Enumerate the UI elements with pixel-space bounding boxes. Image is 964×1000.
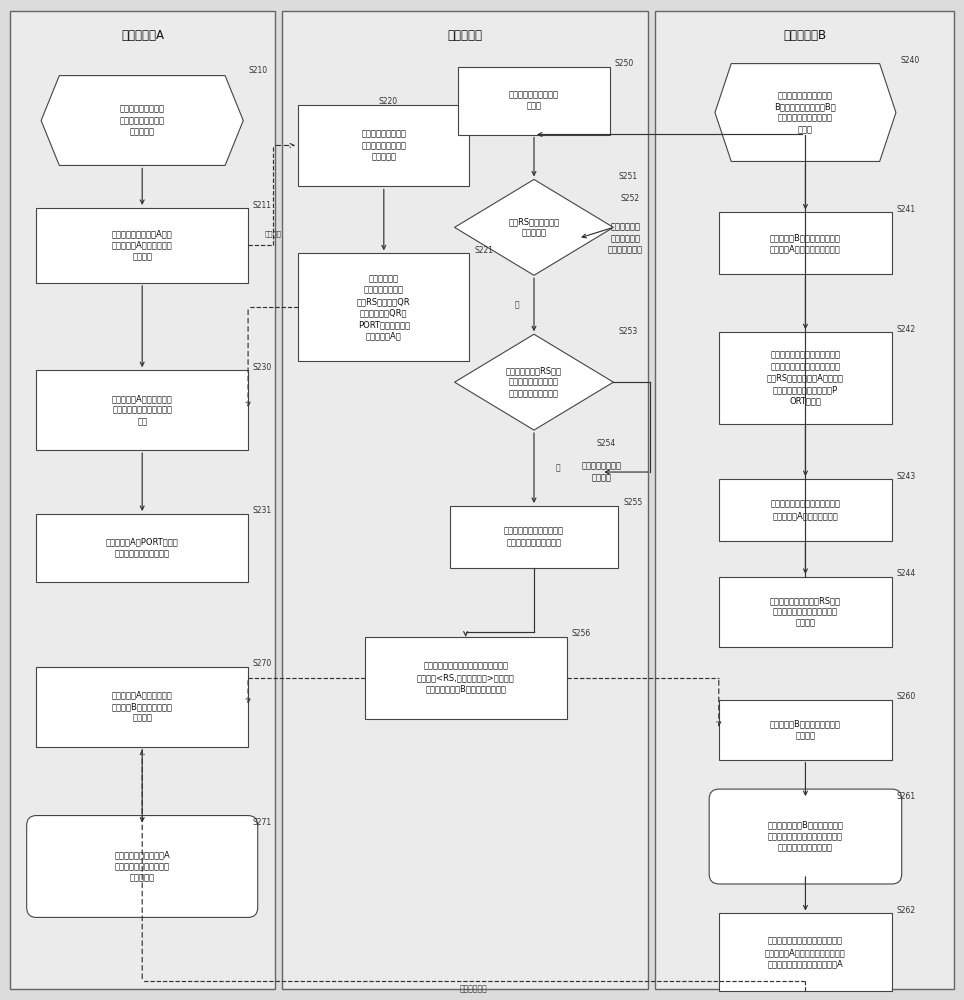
FancyBboxPatch shape [11, 11, 275, 989]
Text: 第二客户端B通过摄像头扫描第
一客户端A上显示的二维码图片: 第二客户端B通过摄像头扫描第 一客户端A上显示的二维码图片 [770, 233, 841, 254]
Text: 第一客户端A接收二维码图
片并在用户登录界面上进行
显示: 第一客户端A接收二维码图 片并在用户登录界面上进行 显示 [112, 394, 173, 426]
Text: 第一客户端A接收并存储第
二客户端B发送的用户登录
会话信息: 第一客户端A接收并存储第 二客户端B发送的用户登录 会话信息 [112, 691, 173, 723]
Text: S270: S270 [253, 659, 272, 668]
FancyBboxPatch shape [719, 212, 892, 274]
Text: 用户以非登录身份访
问服务提供商提供的
某网络服务: 用户以非登录身份访 问服务提供商提供的 某网络服务 [120, 105, 165, 136]
FancyBboxPatch shape [656, 11, 953, 989]
FancyBboxPatch shape [281, 11, 648, 989]
Text: 登陆完成，第一客户端A
将用户重定向至之前访问
的网络服务: 登陆完成，第一客户端A 将用户重定向至之前访问 的网络服务 [115, 851, 170, 882]
Text: 第一客户端A: 第一客户端A [121, 29, 164, 42]
Text: S250: S250 [615, 59, 634, 68]
FancyBboxPatch shape [364, 637, 567, 719]
FancyBboxPatch shape [719, 913, 892, 991]
Polygon shape [455, 334, 613, 430]
FancyBboxPatch shape [37, 370, 248, 450]
Text: S254: S254 [597, 439, 616, 448]
FancyBboxPatch shape [710, 789, 901, 884]
Text: S244: S244 [897, 569, 916, 578]
Text: 如果接收用户登录会话信息，则与
第一客户端A建立网络连接并将用户
登录会话信息发送至第一客户端A: 如果接收用户登录会话信息，则与 第一客户端A建立网络连接并将用户 登录会话信息发… [765, 936, 845, 968]
FancyBboxPatch shape [719, 332, 892, 424]
Text: 如果任一数据
被判断无效，
则返回错误信息: 如果任一数据 被判断无效， 则返回错误信息 [608, 222, 643, 254]
Text: 如果存在，则返回
错误信息: 如果存在，则返回 错误信息 [581, 462, 622, 482]
Text: S252: S252 [621, 194, 640, 203]
Text: S261: S261 [897, 792, 916, 801]
Text: 第一客户端A在PORT端口上
对网络连接请求进行侦听: 第一客户端A在PORT端口上 对网络连接请求进行侦听 [106, 538, 178, 558]
Text: S231: S231 [253, 506, 272, 515]
Text: S271: S271 [253, 818, 272, 827]
Text: 是: 是 [515, 300, 519, 309]
FancyBboxPatch shape [719, 479, 892, 541]
Polygon shape [455, 179, 613, 275]
Text: S242: S242 [897, 325, 916, 334]
Text: 云端服务器接收代理登
录请求: 云端服务器接收代理登 录请求 [509, 90, 559, 111]
Text: S241: S241 [897, 205, 916, 214]
Text: 判断是否存在以RS为索
引，以用户登录会话信
息为值的键值对数据项: 判断是否存在以RS为索 引，以用户登录会话信 息为值的键值对数据项 [506, 366, 562, 398]
Text: 第二客户端B: 第二客户端B [783, 29, 826, 42]
Text: 云端服务器: 云端服务器 [447, 29, 482, 42]
Text: 确定用户以何种用户身份登录在
第一客户端A上所访问的服务: 确定用户以何种用户身份登录在 第一客户端A上所访问的服务 [770, 500, 841, 520]
Polygon shape [41, 76, 243, 165]
Text: S210: S210 [248, 66, 267, 75]
Text: 登录会话信息: 登录会话信息 [460, 985, 488, 994]
FancyBboxPatch shape [298, 253, 469, 361]
Text: S211: S211 [253, 201, 272, 210]
FancyBboxPatch shape [458, 67, 610, 135]
Text: S256: S256 [572, 629, 591, 638]
Text: 如果不存在，则云端服务器
将用户状态置为登录状态: 如果不存在，则云端服务器 将用户状态置为登录状态 [504, 527, 564, 547]
Text: 向云端服务器发送包括RS、用
户身份信息等数据的代理登录
处理请求: 向云端服务器发送包括RS、用 户身份信息等数据的代理登录 处理请求 [770, 596, 841, 628]
Text: S221: S221 [474, 246, 494, 255]
FancyBboxPatch shape [298, 105, 469, 186]
Text: S251: S251 [618, 172, 637, 181]
FancyBboxPatch shape [719, 577, 892, 647]
Text: 云端服务器接收用户
通过第一客户端发送
的登录请求: 云端服务器接收用户 通过第一客户端发送 的登录请求 [362, 130, 406, 161]
FancyBboxPatch shape [37, 208, 248, 283]
Text: 创建一个包含该用户身份信息的登录会
话，保存<RS,登录会话信息>键值对，
并向第二客户端B返回登录会话信息: 创建一个包含该用户身份信息的登录会 话，保存<RS,登录会话信息>键值对， 并向… [416, 662, 515, 694]
FancyBboxPatch shape [450, 506, 618, 568]
Text: S220: S220 [378, 97, 397, 106]
Text: 否: 否 [555, 464, 560, 473]
FancyBboxPatch shape [719, 700, 892, 760]
Text: 第二客户端B接收云端服务器返
回的信息: 第二客户端B接收云端服务器返 回的信息 [770, 719, 841, 740]
FancyBboxPatch shape [37, 514, 248, 582]
Polygon shape [715, 64, 896, 161]
Text: S240: S240 [900, 56, 920, 65]
Text: 用户打开安装第二客户端
B，其中，第二客户端B为
移动设备上的登录代理应
用程序: 用户打开安装第二客户端 B，其中，第二客户端B为 移动设备上的登录代理应 用程序 [774, 91, 837, 134]
FancyBboxPatch shape [27, 816, 257, 917]
Text: S262: S262 [897, 906, 916, 915]
Text: S230: S230 [253, 363, 272, 372]
Text: 判断RS和用户身份信
息的有效性: 判断RS和用户身份信 息的有效性 [508, 217, 559, 238]
Text: S253: S253 [618, 327, 637, 336]
Text: 通过现有技术
生成全局唯一的标
识串RS和二维码QR
，并将二维码QR和
PORT等数据返回至
第一客户端A，: 通过现有技术 生成全局唯一的标 识串RS和二维码QR ，并将二维码QR和 POR… [357, 274, 411, 340]
Text: 网络请求: 网络请求 [264, 230, 281, 237]
Text: 用户进入第一客户端A，由
第一客户端A向服务端发送
网络请求: 用户进入第一客户端A，由 第一客户端A向服务端发送 网络请求 [112, 229, 173, 261]
Text: 通过现有技术对扫描的二维码图
片进行识别、解码，得到唯一标
识串RS、第一客户端A的网络地
址、以及所侦听的网络端口P
ORT等数据: 通过现有技术对扫描的二维码图 片进行识别、解码，得到唯一标 识串RS、第一客户端… [767, 351, 844, 406]
Text: S260: S260 [897, 692, 916, 701]
Text: S255: S255 [623, 498, 642, 507]
FancyBboxPatch shape [37, 667, 248, 747]
Text: 如果第二客户端B接收到云端服务
器返回错误信息，进行错误提示，
并引导用户重新进行登录: 如果第二客户端B接收到云端服务 器返回错误信息，进行错误提示， 并引导用户重新进… [767, 821, 844, 852]
Text: S243: S243 [897, 472, 916, 481]
